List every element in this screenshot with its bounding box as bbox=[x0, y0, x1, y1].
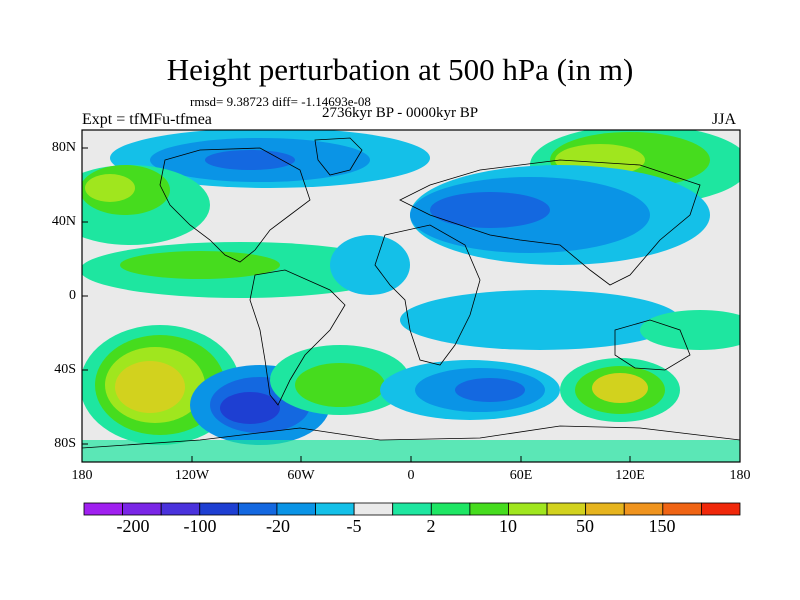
colorbar-label: -5 bbox=[346, 516, 362, 536]
lon-label-0: 0 bbox=[407, 468, 415, 483]
colorbar-swatch bbox=[237, 502, 278, 516]
figure-title: Height perturbation at 500 hPa (in m) bbox=[166, 52, 634, 87]
lat-label-80n: 80N bbox=[51, 140, 76, 155]
colorbar-swatch bbox=[122, 502, 162, 516]
lon-label-120e: 120E bbox=[615, 468, 645, 483]
lon-label-180e: 180 bbox=[729, 468, 751, 483]
colorbar-swatch bbox=[353, 502, 394, 516]
colorbar-label: 50 bbox=[576, 516, 594, 536]
colorbar-swatch bbox=[315, 502, 355, 516]
lon-label-120w: 120W bbox=[174, 468, 210, 483]
colorbar-swatch bbox=[392, 502, 432, 516]
colorbar-swatch bbox=[701, 502, 741, 516]
colorbar-swatch bbox=[199, 502, 239, 516]
colorbar-swatch bbox=[430, 502, 471, 516]
lon-label-180w: 180 bbox=[71, 468, 93, 483]
colorbar-label: -100 bbox=[183, 516, 217, 536]
lon-label-60w: 60W bbox=[287, 468, 315, 483]
colorbar-swatch bbox=[585, 502, 625, 516]
colorbar bbox=[83, 502, 741, 516]
colorbar-swatch bbox=[508, 502, 548, 516]
period-label: 2736kyr BP - 0000kyr BP bbox=[322, 105, 479, 121]
colorbar-swatch bbox=[83, 502, 123, 516]
lon-label-60e: 60E bbox=[509, 468, 533, 483]
colorbar-label: 150 bbox=[648, 516, 676, 536]
colorbar-swatch bbox=[469, 502, 509, 516]
colorbar-swatch bbox=[276, 502, 316, 516]
lat-label-80s: 80S bbox=[54, 436, 76, 451]
colorbar-swatch bbox=[160, 502, 201, 516]
experiment-label: Expt = tfMFu-tfmea bbox=[82, 111, 212, 128]
colorbar-swatch bbox=[623, 502, 664, 516]
coastlines bbox=[82, 137, 740, 449]
lat-label-40n: 40N bbox=[51, 214, 76, 229]
season-label: JJA bbox=[712, 111, 737, 128]
lat-label-0: 0 bbox=[69, 288, 76, 303]
map-field bbox=[82, 130, 740, 462]
colorbar-label: -20 bbox=[266, 516, 290, 536]
colorbar-label: 2 bbox=[426, 516, 436, 536]
lat-label-40s: 40S bbox=[54, 362, 76, 377]
axis-ticks bbox=[81, 147, 741, 462]
stats-text: rmsd= 9.38723 diff= -1.14693e-08 bbox=[190, 94, 371, 109]
colorbar-label: 10 bbox=[499, 516, 517, 536]
colorbar-swatch bbox=[546, 502, 587, 516]
colorbar-swatch bbox=[662, 502, 702, 516]
colorbar-label: -200 bbox=[116, 516, 150, 536]
